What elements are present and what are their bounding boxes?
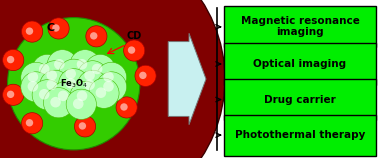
- Ellipse shape: [74, 116, 96, 137]
- Ellipse shape: [96, 72, 127, 102]
- FancyArrow shape: [168, 33, 206, 125]
- Ellipse shape: [124, 40, 145, 61]
- Ellipse shape: [28, 81, 38, 92]
- Ellipse shape: [32, 80, 62, 110]
- Ellipse shape: [65, 68, 76, 79]
- Ellipse shape: [40, 70, 70, 100]
- Text: Photothermal therapy: Photothermal therapy: [235, 130, 365, 140]
- Ellipse shape: [85, 54, 115, 85]
- Ellipse shape: [84, 79, 95, 90]
- Ellipse shape: [77, 61, 108, 91]
- Ellipse shape: [89, 78, 119, 108]
- Text: CD: CD: [127, 31, 142, 41]
- Ellipse shape: [135, 65, 156, 86]
- Ellipse shape: [65, 78, 76, 88]
- Ellipse shape: [21, 62, 51, 93]
- Ellipse shape: [66, 89, 96, 119]
- Ellipse shape: [90, 32, 98, 40]
- Ellipse shape: [39, 89, 50, 100]
- Ellipse shape: [96, 87, 106, 98]
- FancyBboxPatch shape: [224, 6, 376, 47]
- Ellipse shape: [7, 56, 14, 63]
- Ellipse shape: [39, 64, 50, 74]
- Text: Magnetic resonance
imaging: Magnetic resonance imaging: [240, 16, 359, 37]
- Ellipse shape: [46, 79, 57, 90]
- Ellipse shape: [84, 70, 95, 81]
- Ellipse shape: [52, 24, 60, 32]
- Ellipse shape: [32, 54, 62, 85]
- Ellipse shape: [73, 98, 84, 109]
- Ellipse shape: [116, 97, 137, 118]
- Ellipse shape: [70, 81, 100, 112]
- Ellipse shape: [22, 113, 43, 134]
- Ellipse shape: [59, 69, 89, 99]
- Ellipse shape: [139, 72, 147, 79]
- Ellipse shape: [54, 59, 65, 70]
- Ellipse shape: [77, 91, 87, 101]
- Ellipse shape: [86, 26, 107, 47]
- Ellipse shape: [103, 81, 114, 92]
- Ellipse shape: [77, 59, 87, 70]
- Ellipse shape: [77, 70, 108, 100]
- Ellipse shape: [59, 59, 89, 89]
- Ellipse shape: [92, 64, 102, 74]
- Ellipse shape: [47, 50, 77, 80]
- Ellipse shape: [21, 72, 51, 102]
- Ellipse shape: [40, 61, 70, 91]
- Ellipse shape: [128, 46, 135, 54]
- Ellipse shape: [120, 103, 128, 111]
- Ellipse shape: [103, 72, 114, 82]
- Ellipse shape: [3, 84, 24, 105]
- Ellipse shape: [51, 81, 81, 112]
- Ellipse shape: [96, 62, 127, 93]
- Ellipse shape: [58, 91, 68, 101]
- Ellipse shape: [48, 18, 69, 39]
- Ellipse shape: [79, 122, 86, 130]
- Ellipse shape: [50, 97, 61, 107]
- FancyBboxPatch shape: [224, 43, 376, 85]
- Text: C: C: [47, 23, 55, 33]
- FancyBboxPatch shape: [224, 79, 376, 120]
- Ellipse shape: [46, 70, 57, 81]
- FancyBboxPatch shape: [224, 115, 376, 156]
- Text: Optical imaging: Optical imaging: [253, 59, 347, 69]
- Ellipse shape: [26, 119, 33, 127]
- Ellipse shape: [28, 72, 38, 82]
- Ellipse shape: [70, 50, 100, 80]
- Text: Fe$_3$O$_4$: Fe$_3$O$_4$: [60, 77, 88, 90]
- Ellipse shape: [8, 18, 140, 150]
- Ellipse shape: [3, 49, 24, 71]
- Ellipse shape: [26, 27, 33, 35]
- Text: Drug carrier: Drug carrier: [264, 94, 336, 105]
- Ellipse shape: [22, 21, 43, 42]
- Ellipse shape: [43, 88, 74, 118]
- Ellipse shape: [7, 91, 14, 98]
- Ellipse shape: [0, 0, 225, 158]
